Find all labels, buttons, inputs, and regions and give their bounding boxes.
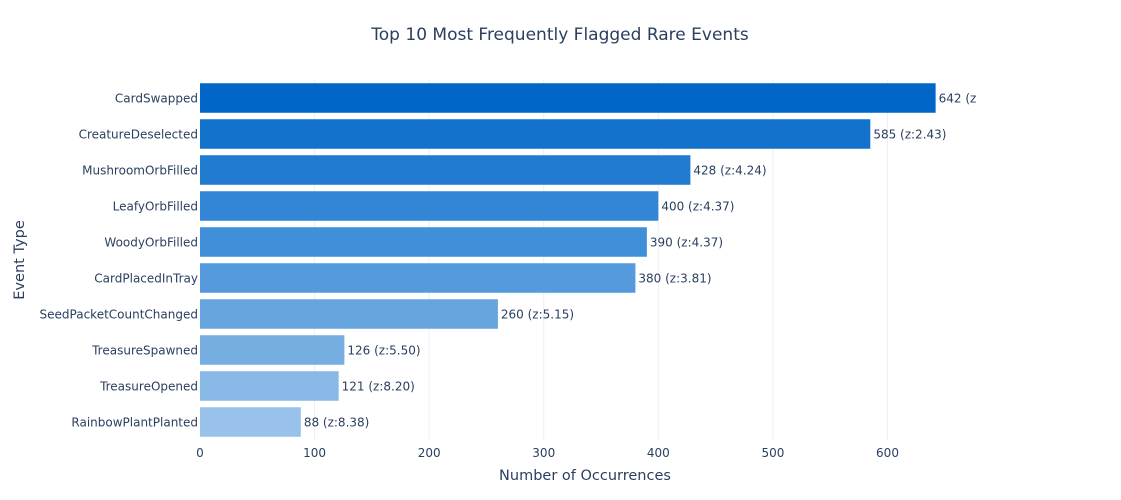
category-label: LeafyOrbFilled — [113, 200, 198, 214]
bar-data-label: 400 (z:4.37) — [661, 200, 734, 214]
bar[interactable] — [200, 155, 691, 185]
x-tick-label: 400 — [647, 446, 670, 460]
category-label: TreasureOpened — [99, 380, 198, 394]
bar-data-label: 121 (z:8.20) — [342, 380, 415, 394]
x-tick-label: 100 — [303, 446, 326, 460]
bar-data-label: 88 (z:8.38) — [304, 416, 370, 430]
data-labels: 642 (z 585 (z:2.43) 428 (z:4.24) 400 (z:4.3… — [304, 92, 976, 430]
chart-title: Top 10 Most Frequently Flagged Rare Even… — [370, 25, 749, 45]
category-label: SeedPacketCountChanged — [40, 308, 198, 322]
bar[interactable] — [200, 299, 498, 329]
bar[interactable] — [200, 119, 871, 149]
category-label: CardPlacedInTray — [94, 272, 198, 286]
category-label: CreatureDeselected — [79, 128, 198, 142]
category-label: WoodyOrbFilled — [104, 236, 198, 250]
category-label: CardSwapped — [115, 92, 198, 106]
bar-data-label: 126 (z:5.50) — [347, 344, 420, 358]
x-tick-label: 300 — [532, 446, 555, 460]
bar[interactable] — [200, 335, 345, 365]
bar-data-label: 380 (z:3.81) — [638, 272, 711, 286]
bar[interactable] — [200, 191, 659, 221]
category-label: RainbowPlantPlanted — [71, 416, 198, 430]
x-tick-label: 500 — [761, 446, 784, 460]
x-axis-ticks: 0 100 200 300 400 500 600 — [196, 446, 899, 460]
y-axis-title: Event Type — [12, 220, 28, 300]
bar-data-label: 642 (z — [939, 92, 977, 106]
category-label: TreasureSpawned — [91, 344, 198, 358]
bar[interactable] — [200, 227, 647, 257]
bar[interactable] — [200, 83, 936, 113]
bar-data-label: 390 (z:4.37) — [650, 236, 723, 250]
bar-data-label: 260 (z:5.15) — [501, 308, 574, 322]
x-axis-title: Number of Occurrences — [499, 468, 671, 484]
x-tick-label: 200 — [418, 446, 441, 460]
category-labels: CardSwapped CreatureDeselected MushroomOrb… — [40, 92, 198, 430]
bar-data-label: 585 (z:2.43) — [873, 128, 946, 142]
category-label: MushroomOrbFilled — [82, 164, 198, 178]
bar[interactable] — [200, 371, 339, 401]
bar[interactable] — [200, 407, 301, 437]
bar[interactable] — [200, 263, 636, 293]
x-tick-label: 0 — [196, 446, 204, 460]
bar-data-label: 428 (z:4.24) — [693, 164, 766, 178]
bars — [200, 83, 936, 437]
x-tick-label: 600 — [876, 446, 899, 460]
